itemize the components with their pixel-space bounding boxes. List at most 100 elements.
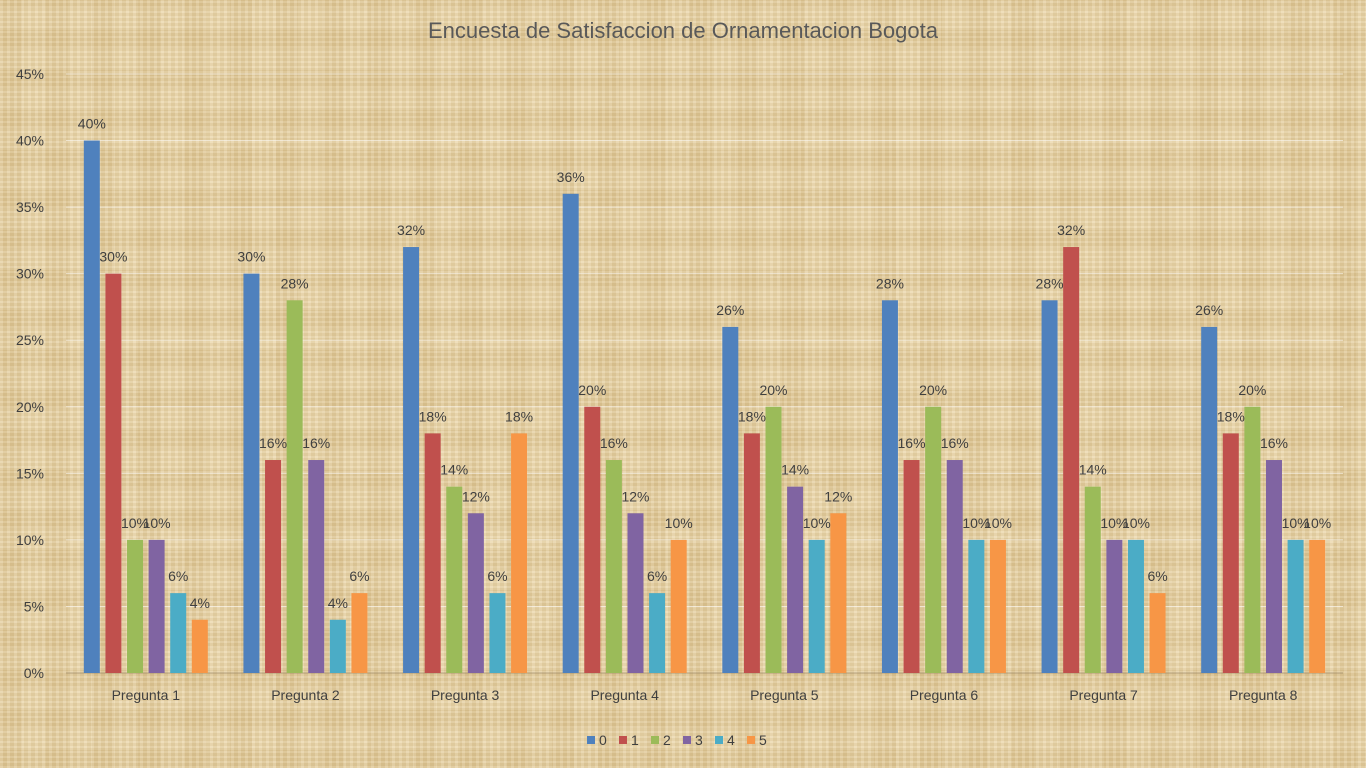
- bar-pregunta-1-series-0: [83, 140, 100, 674]
- legend-swatch-5: [747, 736, 755, 744]
- data-label: 30%: [237, 249, 265, 265]
- y-tick-label: 35%: [16, 199, 44, 215]
- data-label: 20%: [759, 382, 787, 398]
- bar-pregunta-1-series-1: [105, 273, 122, 673]
- bar-pregunta-2-series-3: [308, 460, 325, 673]
- data-label: 16%: [600, 435, 628, 451]
- data-label: 12%: [824, 488, 852, 504]
- x-category-label: Pregunta 7: [1069, 687, 1138, 703]
- bar-pregunta-3-series-3: [467, 513, 484, 673]
- legend-label: 5: [759, 732, 767, 748]
- data-label: 36%: [557, 169, 585, 185]
- data-labels: 40%30%10%10%6%4%30%16%28%16%4%6%32%18%14…: [78, 116, 1331, 611]
- bar-pregunta-8-series-3: [1265, 460, 1282, 673]
- data-label: 6%: [349, 568, 369, 584]
- data-label: 14%: [1079, 462, 1107, 478]
- data-label: 16%: [259, 435, 287, 451]
- bar-pregunta-7-series-3: [1106, 539, 1123, 673]
- y-tick-label: 45%: [16, 66, 44, 82]
- legend-label: 2: [663, 732, 671, 748]
- bar-pregunta-3-series-4: [489, 593, 506, 673]
- bar-pregunta-6-series-0: [881, 300, 898, 673]
- data-label: 26%: [1195, 302, 1223, 318]
- bar-pregunta-5-series-2: [765, 406, 782, 673]
- data-label: 20%: [578, 382, 606, 398]
- data-label: 10%: [962, 515, 990, 531]
- bar-pregunta-3-series-2: [446, 486, 463, 673]
- bar-pregunta-5-series-0: [722, 326, 739, 673]
- bar-pregunta-7-series-2: [1084, 486, 1101, 673]
- x-category-label: Pregunta 5: [750, 687, 819, 703]
- bar-pregunta-7-series-5: [1149, 593, 1166, 673]
- data-label: 16%: [898, 435, 926, 451]
- legend-swatch-4: [715, 736, 723, 744]
- x-category-label: Pregunta 2: [271, 687, 340, 703]
- bar-pregunta-7-series-1: [1063, 247, 1080, 674]
- data-label: 10%: [1100, 515, 1128, 531]
- data-label: 10%: [803, 515, 831, 531]
- x-category-label: Pregunta 8: [1229, 687, 1298, 703]
- data-label: 10%: [143, 515, 171, 531]
- y-tick-label: 5%: [24, 598, 44, 614]
- data-label: 10%: [665, 515, 693, 531]
- y-tick-label: 0%: [24, 665, 44, 681]
- y-tick-label: 40%: [16, 133, 44, 149]
- y-tick-label: 15%: [16, 465, 44, 481]
- data-label: 6%: [647, 568, 667, 584]
- legend-swatch-1: [619, 736, 627, 744]
- bar-pregunta-2-series-5: [351, 593, 368, 673]
- legend-swatch-2: [651, 736, 659, 744]
- data-label: 16%: [302, 435, 330, 451]
- y-axis-ticks: 0% 5% 10% 15% 20% 25% 30% 35% 40% 45%: [16, 66, 44, 681]
- data-label: 10%: [1122, 515, 1150, 531]
- x-category-label: Pregunta 3: [431, 687, 500, 703]
- bar-pregunta-6-series-1: [903, 460, 920, 673]
- bar-pregunta-4-series-0: [562, 193, 579, 674]
- bar-pregunta-4-series-1: [584, 406, 601, 673]
- y-tick-label: 30%: [16, 266, 44, 282]
- bar-pregunta-8-series-4: [1287, 539, 1304, 673]
- bar-pregunta-8-series-1: [1222, 433, 1239, 673]
- bar-pregunta-4-series-2: [605, 460, 622, 673]
- bar-pregunta-2-series-4: [329, 619, 346, 673]
- bar-pregunta-1-series-4: [170, 593, 187, 673]
- bar-pregunta-4-series-3: [627, 513, 644, 673]
- data-label: 10%: [1282, 515, 1310, 531]
- bar-pregunta-3-series-5: [511, 433, 528, 673]
- bar-pregunta-5-series-4: [808, 539, 825, 673]
- legend-label: 4: [727, 732, 735, 748]
- legend-swatch-0: [587, 736, 595, 744]
- data-label: 20%: [919, 382, 947, 398]
- data-label: 16%: [941, 435, 969, 451]
- data-label: 28%: [876, 275, 904, 291]
- bar-pregunta-6-series-4: [968, 539, 985, 673]
- legend-swatch-3: [683, 736, 691, 744]
- y-tick-label: 20%: [16, 399, 44, 415]
- bar-pregunta-8-series-2: [1244, 406, 1261, 673]
- bar-pregunta-5-series-1: [743, 433, 760, 673]
- x-axis-categories: Pregunta 1 Pregunta 2 Pregunta 3 Pregunta 4…: [112, 687, 1298, 703]
- x-category-label: Pregunta 4: [590, 687, 659, 703]
- data-label: 18%: [738, 408, 766, 424]
- legend: 0 1 2 3 4 5: [587, 732, 767, 748]
- bar-pregunta-2-series-0: [243, 273, 260, 673]
- data-label: 20%: [1238, 382, 1266, 398]
- bar-pregunta-7-series-4: [1127, 539, 1144, 673]
- data-label: 40%: [78, 116, 106, 132]
- legend-label: 1: [631, 732, 639, 748]
- bar-pregunta-8-series-0: [1201, 326, 1218, 673]
- data-label: 6%: [168, 568, 188, 584]
- data-label: 18%: [419, 408, 447, 424]
- y-tick-label: 10%: [16, 532, 44, 548]
- data-label: 28%: [281, 275, 309, 291]
- legend-label: 0: [599, 732, 607, 748]
- bar-pregunta-6-series-2: [925, 406, 942, 673]
- legend-label: 3: [695, 732, 703, 748]
- chart-title: Encuesta de Satisfaccion de Ornamentacio…: [428, 18, 939, 43]
- data-label: 6%: [1147, 568, 1167, 584]
- data-label: 32%: [1057, 222, 1085, 238]
- bar-pregunta-8-series-5: [1309, 539, 1326, 673]
- data-label: 14%: [781, 462, 809, 478]
